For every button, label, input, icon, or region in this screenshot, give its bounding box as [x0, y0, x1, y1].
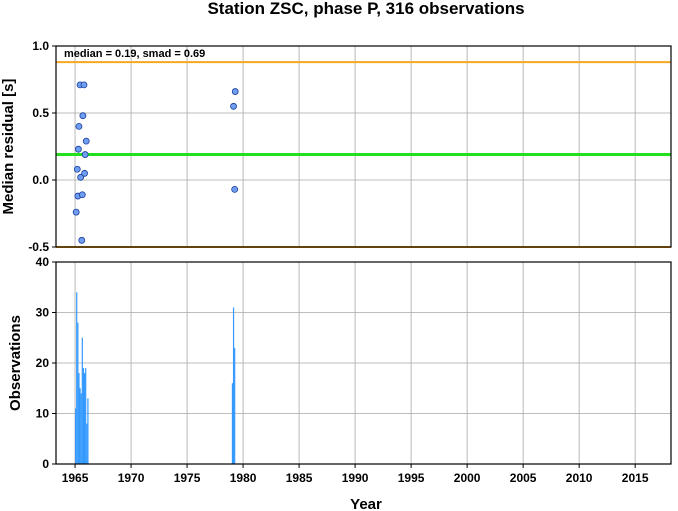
observation-bar: [234, 347, 236, 464]
residual-point: [82, 137, 90, 145]
observation-bar: [85, 368, 87, 464]
observation-bar: [87, 398, 89, 464]
residual-point: [80, 81, 88, 89]
x-tick-label: 1995: [398, 471, 425, 485]
residual-point: [75, 123, 83, 130]
observation-bar: [77, 322, 79, 464]
x-tick-label: 2005: [510, 471, 537, 485]
y-tick-label: 20: [36, 356, 50, 370]
observations-y-ticks: 0 10 20 30 40: [36, 255, 56, 471]
observation-bar: [81, 337, 83, 464]
y-tick-label: 10: [36, 407, 50, 421]
residual-y-label: Median residual [s]: [0, 79, 17, 215]
residual-point: [230, 102, 237, 110]
residual-point: [78, 236, 86, 244]
observation-bar: [75, 408, 77, 464]
residual-point: [81, 169, 88, 177]
x-tick-label: 1990: [342, 471, 369, 485]
x-tick-label: 1985: [286, 471, 313, 485]
observation-bar: [76, 292, 78, 464]
residual-point: [77, 173, 85, 181]
y-tick-label: 40: [36, 255, 50, 269]
observation-bar: [232, 307, 235, 464]
stats-annotation: median = 0.19, smad = 0.69: [64, 48, 205, 60]
chart-title: Station ZSC, phase P, 316 observations: [207, 0, 524, 18]
x-tick-label: 1970: [118, 471, 145, 485]
residual-points: [72, 81, 239, 244]
observation-bar: [86, 423, 88, 464]
observations-grid: [56, 261, 671, 465]
x-tick-label: 1965: [62, 471, 89, 485]
observation-bar: [78, 373, 80, 464]
residual-frame: [55, 45, 672, 248]
x-tick-label: 1975: [174, 471, 201, 485]
observation-bar: [231, 383, 234, 464]
residual-point: [231, 88, 239, 95]
residual-point: [231, 185, 239, 193]
residual-point: [81, 151, 89, 158]
residual-panel: -0.5 0.0 0.5 1.0 median = 0.19, smad = 0.69…: [0, 39, 672, 254]
observations-bars: [75, 292, 236, 464]
y-tick-label: 0: [42, 457, 49, 471]
residual-point: [78, 191, 86, 199]
y-tick-label: 1.0: [32, 39, 49, 53]
x-axis-label: Year: [350, 496, 382, 511]
observations-y-label: Observations: [7, 315, 24, 411]
observations-panel: 0 10 20 30 40 1965 1970 1975 1980 1985 1990 1995 20…: [7, 255, 672, 511]
residual-point: [72, 208, 80, 216]
residual-point: [79, 112, 87, 120]
y-tick-label: -0.5: [28, 240, 49, 254]
residual-y-ticks: -0.5 0.0 0.5 1.0: [28, 39, 56, 254]
y-tick-label: 0.5: [32, 106, 49, 120]
x-ticks: 1965 1970 1975 1980 1985 1990 1995 2000 2005 2010…: [62, 464, 649, 485]
y-tick-label: 30: [36, 306, 50, 320]
y-tick-label: 0.0: [32, 173, 49, 187]
x-tick-label: 2000: [454, 471, 481, 485]
residual-point: [73, 165, 81, 173]
observation-bar: [80, 393, 82, 464]
x-tick-label: 2015: [622, 471, 649, 485]
x-tick-label: 1980: [230, 471, 257, 485]
residual-point: [75, 145, 82, 153]
observation-bar: [83, 373, 86, 464]
residual-grid: [56, 45, 671, 248]
observation-bar: [79, 388, 81, 464]
x-tick-label: 2010: [566, 471, 593, 485]
observation-bar: [82, 368, 85, 464]
